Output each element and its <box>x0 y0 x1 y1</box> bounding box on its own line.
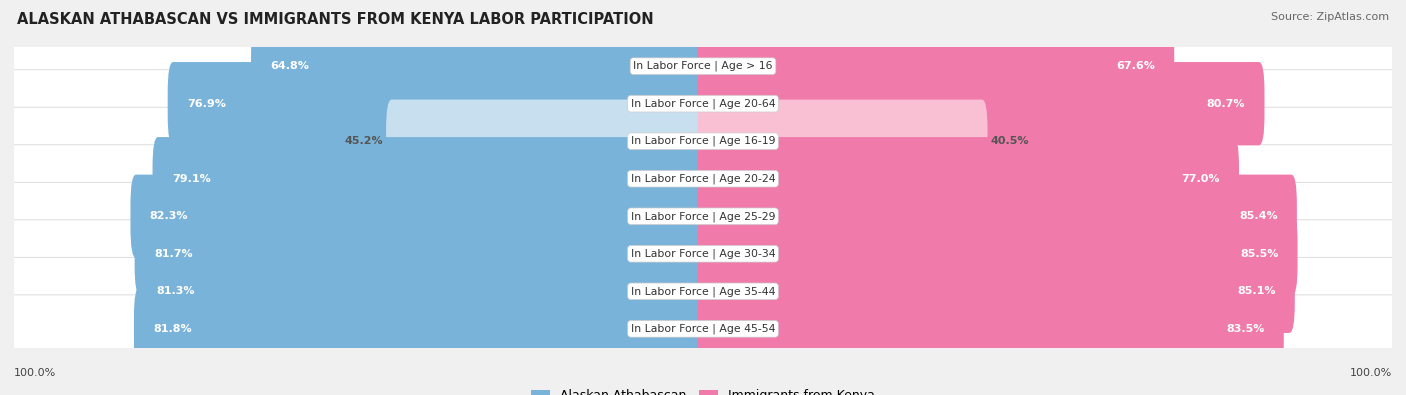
Text: ALASKAN ATHABASCAN VS IMMIGRANTS FROM KENYA LABOR PARTICIPATION: ALASKAN ATHABASCAN VS IMMIGRANTS FROM KE… <box>17 12 654 27</box>
Text: In Labor Force | Age 16-19: In Labor Force | Age 16-19 <box>631 136 775 147</box>
Text: 40.5%: 40.5% <box>990 136 1029 146</box>
FancyBboxPatch shape <box>697 250 1295 333</box>
Text: 85.4%: 85.4% <box>1239 211 1278 221</box>
Text: 85.1%: 85.1% <box>1237 286 1275 296</box>
Text: In Labor Force | Age 35-44: In Labor Force | Age 35-44 <box>631 286 775 297</box>
Legend: Alaskan Athabascan, Immigrants from Kenya: Alaskan Athabascan, Immigrants from Keny… <box>526 384 880 395</box>
Text: 45.2%: 45.2% <box>344 136 384 146</box>
FancyBboxPatch shape <box>11 295 1395 363</box>
Text: 82.3%: 82.3% <box>150 211 188 221</box>
FancyBboxPatch shape <box>697 287 1284 371</box>
Text: 100.0%: 100.0% <box>14 368 56 378</box>
Text: 80.7%: 80.7% <box>1206 99 1246 109</box>
FancyBboxPatch shape <box>697 62 1264 145</box>
FancyBboxPatch shape <box>697 175 1296 258</box>
FancyBboxPatch shape <box>252 24 709 108</box>
FancyBboxPatch shape <box>387 100 709 183</box>
FancyBboxPatch shape <box>11 258 1395 325</box>
FancyBboxPatch shape <box>11 145 1395 213</box>
Text: 81.8%: 81.8% <box>153 324 191 334</box>
Text: In Labor Force | Age 30-34: In Labor Force | Age 30-34 <box>631 248 775 259</box>
FancyBboxPatch shape <box>131 175 709 258</box>
FancyBboxPatch shape <box>11 182 1395 250</box>
Text: 67.6%: 67.6% <box>1116 61 1154 71</box>
FancyBboxPatch shape <box>11 220 1395 288</box>
FancyBboxPatch shape <box>11 70 1395 137</box>
Text: 79.1%: 79.1% <box>172 174 211 184</box>
Text: In Labor Force | Age 20-24: In Labor Force | Age 20-24 <box>631 173 775 184</box>
FancyBboxPatch shape <box>697 100 987 183</box>
Text: 81.7%: 81.7% <box>153 249 193 259</box>
FancyBboxPatch shape <box>11 107 1395 175</box>
Text: 81.3%: 81.3% <box>156 286 195 296</box>
FancyBboxPatch shape <box>697 212 1298 295</box>
FancyBboxPatch shape <box>152 137 709 220</box>
FancyBboxPatch shape <box>138 250 709 333</box>
FancyBboxPatch shape <box>11 32 1395 100</box>
Text: 76.9%: 76.9% <box>187 99 226 109</box>
FancyBboxPatch shape <box>134 287 709 371</box>
Text: In Labor Force | Age > 16: In Labor Force | Age > 16 <box>633 61 773 71</box>
Text: 64.8%: 64.8% <box>270 61 309 71</box>
Text: In Labor Force | Age 25-29: In Labor Force | Age 25-29 <box>631 211 775 222</box>
Text: 83.5%: 83.5% <box>1226 324 1264 334</box>
Text: 77.0%: 77.0% <box>1181 174 1219 184</box>
FancyBboxPatch shape <box>697 137 1239 220</box>
Text: 85.5%: 85.5% <box>1240 249 1278 259</box>
FancyBboxPatch shape <box>697 24 1174 108</box>
Text: Source: ZipAtlas.com: Source: ZipAtlas.com <box>1271 12 1389 22</box>
FancyBboxPatch shape <box>135 212 709 295</box>
Text: 100.0%: 100.0% <box>1350 368 1392 378</box>
Text: In Labor Force | Age 20-64: In Labor Force | Age 20-64 <box>631 98 775 109</box>
Text: In Labor Force | Age 45-54: In Labor Force | Age 45-54 <box>631 324 775 334</box>
FancyBboxPatch shape <box>167 62 709 145</box>
